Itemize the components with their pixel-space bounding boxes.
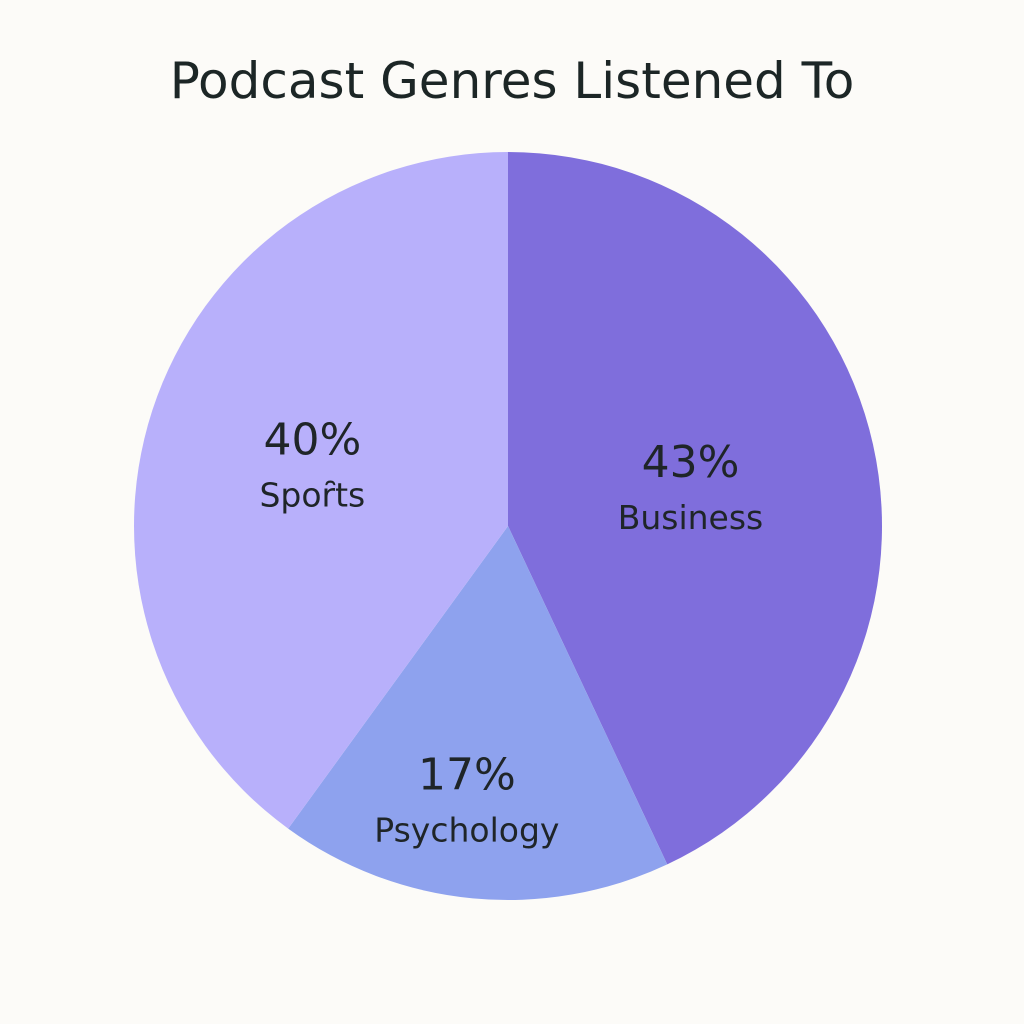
slice-value-label: 43% [642, 437, 740, 488]
slice-category-label: Psychology [374, 810, 559, 849]
slice-category-label: Spoȓts [259, 475, 365, 514]
slice-category-label: Business [618, 498, 764, 537]
pie-slice-business [508, 152, 883, 865]
pie-slice-psychology [288, 526, 668, 900]
slice-value-label: 40% [263, 414, 361, 465]
pie-labels: 43% Business 17% Psychology 40% Spoȓts [259, 414, 763, 849]
slice-value-label: 17% [418, 749, 516, 800]
pie-slices [134, 152, 883, 900]
chart-title: Podcast Genres Listened To [169, 52, 855, 110]
pie-slice-spor-ts [134, 152, 508, 829]
